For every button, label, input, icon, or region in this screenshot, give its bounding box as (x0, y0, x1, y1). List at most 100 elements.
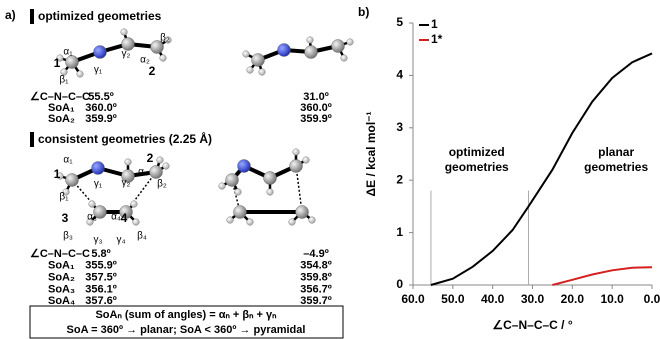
atom-label: 1 (54, 56, 61, 70)
panel-label: b) (358, 5, 369, 19)
row-label: SoA₂ (48, 272, 75, 284)
carbon (226, 174, 239, 187)
atom-label: β₄ (137, 231, 147, 242)
x-tick-label: 40.0 (481, 292, 505, 306)
y-tick-label: 1 (396, 225, 403, 239)
heading: optimized geometries (38, 9, 162, 23)
table-value: 359.8º (300, 272, 332, 284)
hydrogen (309, 217, 316, 224)
nitrogen (278, 44, 291, 57)
table-value: –4.9º (303, 248, 328, 260)
table-value: 5.8º (91, 248, 110, 260)
table-value: 359.7º (300, 295, 332, 307)
atom-label: 2 (147, 151, 154, 165)
legend-label: 1* (431, 32, 443, 46)
y-tick-label: 5 (396, 15, 403, 29)
atom-label: γ₄ (116, 235, 125, 246)
x-tick-label: 0.0 (644, 292, 660, 306)
x-tick-label: 30.0 (521, 292, 545, 306)
carbon (66, 174, 79, 187)
carbon (264, 172, 277, 185)
row-label: SoA₁ (48, 260, 75, 272)
atom-label: β₂ (157, 179, 167, 190)
heading-bar (30, 9, 34, 24)
table-value: 357.5º (85, 272, 117, 284)
atom-label: γ₂ (122, 49, 131, 60)
hydrogen (307, 37, 314, 44)
table-value: 354.8º (300, 260, 332, 272)
hydrogen (163, 163, 170, 170)
heading-bar (30, 132, 34, 147)
x-tick-label: 10.0 (600, 292, 624, 306)
y-axis-label: ΔE / kcal mol⁻¹ (364, 112, 378, 197)
hydrogen (131, 201, 138, 208)
table-value: 356.7º (300, 283, 332, 295)
row-label: SoA₃ (48, 283, 75, 295)
hydrogen (157, 157, 164, 164)
panel-label: a) (5, 8, 16, 22)
note: SoAₙ (sum of angles) = αₙ + βₙ + γₙ (95, 309, 277, 321)
carbon (234, 206, 247, 219)
atom-label: β₁ (59, 75, 69, 86)
table-value: 359.9º (300, 113, 332, 125)
hydrogen (347, 39, 354, 46)
annotation: planar (598, 145, 634, 159)
atom-label: β₁ (59, 192, 69, 203)
row-label: SoA₄ (48, 295, 75, 307)
x-tick-label: 60.0 (401, 292, 425, 306)
hydrogen (89, 201, 96, 208)
hydrogen (219, 183, 226, 190)
table-value: 359.9º (85, 113, 117, 125)
atom-label: γ₁ (94, 179, 103, 190)
y-tick-label: 0 (396, 277, 403, 291)
atom-label: 3 (62, 211, 69, 225)
carbon (305, 46, 318, 59)
hydrogen (133, 219, 140, 226)
hydrogen (160, 55, 167, 62)
y-tick-label: 3 (396, 120, 403, 134)
atom-label: 4 (121, 211, 128, 225)
row-label: SoA₂ (48, 113, 75, 125)
carbon (332, 40, 345, 53)
atom-label: 1 (54, 167, 61, 181)
annotation: optimized (449, 145, 505, 159)
x-tick-label: 50.0 (441, 292, 465, 306)
figure: a) optimized geometries consistent geome… (0, 0, 660, 339)
carbon (296, 206, 309, 219)
series-line (552, 267, 652, 285)
row-label: ∠C–N–C–C (30, 248, 90, 260)
atom-label: γ₁ (94, 65, 103, 76)
carbon (290, 160, 303, 173)
nitrogen (92, 162, 105, 175)
note: SoA = 360º → planar; SoA < 360º → pyrami… (67, 324, 306, 336)
atom-label: γ₃ (93, 235, 102, 246)
hydrogen (247, 219, 254, 226)
legend-label: 1 (431, 17, 438, 31)
hydrogen (77, 71, 84, 78)
y-tick-label: 4 (396, 68, 403, 82)
atom-label: 2 (149, 64, 156, 78)
nitrogen (238, 160, 251, 173)
atom-label: α₄ (111, 212, 121, 223)
x-tick-label: 20.0 (561, 292, 585, 306)
hydrogen (259, 69, 266, 76)
carbon (150, 166, 163, 179)
y-tick-label: 2 (396, 172, 403, 186)
heading: consistent geometries (2.25 Å) (38, 131, 212, 146)
hydrogen (341, 55, 348, 62)
atom-label: γ₂ (122, 178, 131, 189)
atom-label: α₃ (87, 212, 97, 223)
hydrogen (267, 189, 274, 196)
hydrogen (227, 217, 234, 224)
carbon (252, 54, 265, 67)
hydrogen (293, 149, 300, 156)
atom-label: β₂ (160, 33, 170, 44)
table-value: 357.6º (85, 295, 117, 307)
atom-label: α₁ (63, 155, 73, 166)
contact (296, 166, 302, 212)
atom-label: α₂ (138, 167, 148, 178)
hydrogen (243, 51, 250, 58)
atom-label: β₃ (63, 231, 73, 242)
hydrogen (303, 157, 310, 164)
nitrogen (94, 46, 107, 59)
